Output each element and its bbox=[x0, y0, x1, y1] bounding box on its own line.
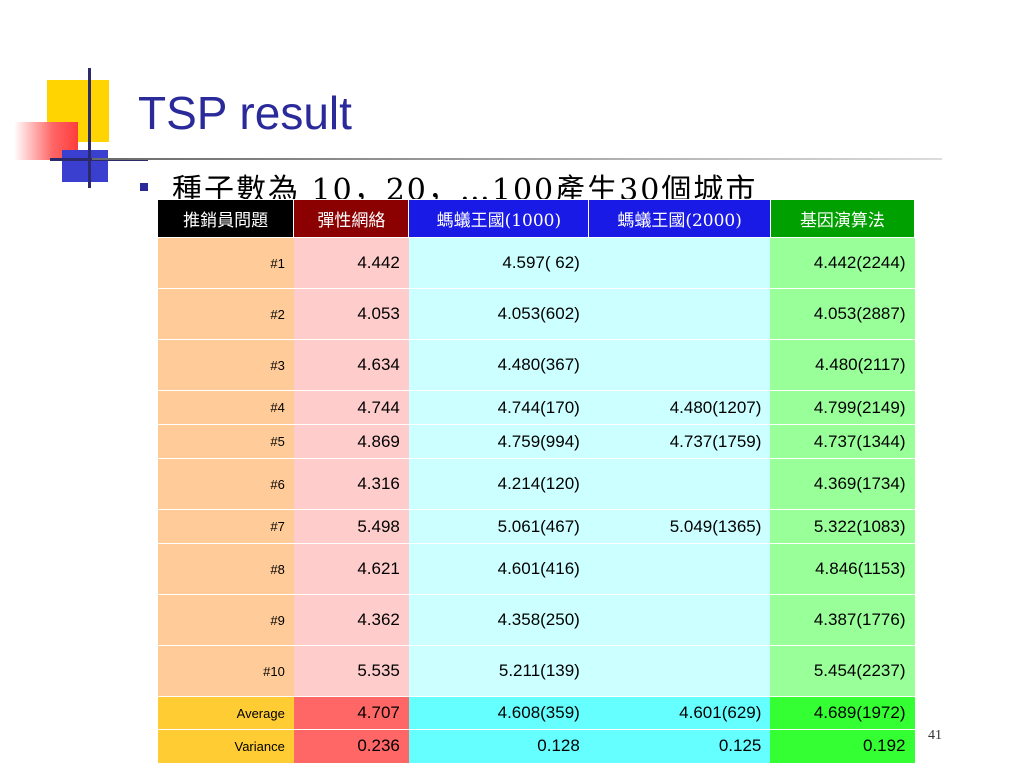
header-elastic-net: 彈性網絡 bbox=[293, 199, 410, 238]
elastic-net-value: 4.869 bbox=[293, 424, 409, 459]
page-number: 41 bbox=[928, 728, 942, 743]
table-header-row: 推銷員問題 彈性網絡 螞蟻王國(1000) 螞蟻王國(2000) 基因演算法 bbox=[156, 199, 916, 238]
ga-value: 4.369(1734) bbox=[770, 458, 915, 510]
ga-value: 4.442(2244) bbox=[770, 237, 915, 289]
row-label: #10 bbox=[157, 645, 294, 697]
table-row: #10 5.535 5.211(139) 5.454(2237) bbox=[157, 645, 915, 697]
elastic-net-value: 4.316 bbox=[293, 458, 409, 510]
table-body: #1 4.442 4.597( 62) 4.442(2244) #2 4.053 4.053… bbox=[157, 237, 915, 763]
elastic-net-value: 4.707 bbox=[293, 696, 409, 730]
table-row: #7 5.498 5.061(467) 5.049(1365) 5.322(1083) bbox=[157, 509, 915, 544]
aco-2000-value bbox=[588, 458, 771, 510]
aco-2000-value bbox=[588, 594, 771, 646]
row-label: #8 bbox=[157, 543, 294, 595]
header-genetic-algorithm: 基因演算法 bbox=[769, 199, 916, 238]
table-row: #5 4.869 4.759(994) 4.737(1759) 4.737(1344) bbox=[157, 424, 915, 459]
row-label: #7 bbox=[157, 509, 294, 544]
results-table: 推銷員問題 彈性網絡 螞蟻王國(1000) 螞蟻王國(2000) 基因演算法 #… bbox=[156, 199, 916, 763]
elastic-net-value: 4.362 bbox=[293, 594, 409, 646]
aco-1000-value: 4.608(359) bbox=[408, 696, 589, 730]
elastic-net-value: 4.621 bbox=[293, 543, 409, 595]
ga-value: 4.846(1153) bbox=[770, 543, 915, 595]
aco-1000-value: 4.358(250) bbox=[408, 594, 589, 646]
row-label: #6 bbox=[157, 458, 294, 510]
decorative-vertical-line bbox=[88, 68, 91, 188]
elastic-net-value: 5.498 bbox=[293, 509, 409, 544]
row-label: #4 bbox=[157, 390, 294, 425]
elastic-net-value: 5.535 bbox=[293, 645, 409, 697]
row-label: Average bbox=[157, 696, 294, 730]
aco-1000-value: 4.480(367) bbox=[408, 339, 589, 391]
slide-title: TSP result bbox=[138, 87, 352, 139]
header-aco-2000: 螞蟻王國(2000) bbox=[588, 199, 771, 238]
summary-row: Variance 0.236 0.128 0.125 0.192 bbox=[157, 729, 915, 763]
row-label: #2 bbox=[157, 288, 294, 340]
aco-2000-value: 4.601(629) bbox=[588, 696, 771, 730]
ga-value: 4.053(2887) bbox=[770, 288, 915, 340]
row-label: Variance bbox=[157, 729, 294, 763]
ga-value: 4.737(1344) bbox=[770, 424, 915, 459]
row-label: #5 bbox=[157, 424, 294, 459]
elastic-net-value: 4.053 bbox=[293, 288, 409, 340]
aco-1000-value: 4.601(416) bbox=[408, 543, 589, 595]
elastic-net-value: 0.236 bbox=[293, 729, 409, 763]
aco-2000-value bbox=[588, 237, 771, 289]
table-row: #9 4.362 4.358(250) 4.387(1776) bbox=[157, 594, 915, 646]
row-label: #1 bbox=[157, 237, 294, 289]
aco-1000-value: 4.214(120) bbox=[408, 458, 589, 510]
aco-2000-value: 4.737(1759) bbox=[588, 424, 771, 459]
ga-value: 4.689(1972) bbox=[770, 696, 915, 730]
aco-1000-value: 5.211(139) bbox=[408, 645, 589, 697]
aco-2000-value bbox=[588, 288, 771, 340]
aco-1000-value: 4.759(994) bbox=[408, 424, 589, 459]
aco-2000-value: 4.480(1207) bbox=[588, 390, 771, 425]
decorative-blue-square bbox=[62, 150, 108, 182]
row-label: #9 bbox=[157, 594, 294, 646]
aco-2000-value: 5.049(1365) bbox=[588, 509, 771, 544]
aco-1000-value: 4.053(602) bbox=[408, 288, 589, 340]
table-row: #4 4.744 4.744(170) 4.480(1207) 4.799(2149) bbox=[157, 390, 915, 425]
title-divider bbox=[92, 158, 942, 160]
header-problem: 推銷員問題 bbox=[156, 199, 295, 238]
row-label: #3 bbox=[157, 339, 294, 391]
summary-row: Average 4.707 4.608(359) 4.601(629) 4.689(19… bbox=[157, 696, 915, 730]
table-row: #2 4.053 4.053(602) 4.053(2887) bbox=[157, 288, 915, 340]
table-row: #8 4.621 4.601(416) 4.846(1153) bbox=[157, 543, 915, 595]
table-row: #1 4.442 4.597( 62) 4.442(2244) bbox=[157, 237, 915, 289]
aco-1000-value: 0.128 bbox=[408, 729, 589, 763]
elastic-net-value: 4.634 bbox=[293, 339, 409, 391]
elastic-net-value: 4.442 bbox=[293, 237, 409, 289]
header-aco-1000: 螞蟻王國(1000) bbox=[408, 199, 590, 238]
table-row: #3 4.634 4.480(367) 4.480(2117) bbox=[157, 339, 915, 391]
ga-value: 4.480(2117) bbox=[770, 339, 915, 391]
ga-value: 4.387(1776) bbox=[770, 594, 915, 646]
ga-value: 4.799(2149) bbox=[770, 390, 915, 425]
aco-2000-value bbox=[588, 645, 771, 697]
aco-1000-value: 5.061(467) bbox=[408, 509, 589, 544]
ga-value: 0.192 bbox=[770, 729, 915, 763]
ga-value: 5.454(2237) bbox=[770, 645, 915, 697]
aco-1000-value: 4.744(170) bbox=[408, 390, 589, 425]
aco-1000-value: 4.597( 62) bbox=[408, 237, 589, 289]
aco-2000-value: 0.125 bbox=[588, 729, 771, 763]
ga-value: 5.322(1083) bbox=[770, 509, 915, 544]
table-row: #6 4.316 4.214(120) 4.369(1734) bbox=[157, 458, 915, 510]
elastic-net-value: 4.744 bbox=[293, 390, 409, 425]
aco-2000-value bbox=[588, 543, 771, 595]
bullet-square-icon bbox=[140, 183, 148, 191]
aco-2000-value bbox=[588, 339, 771, 391]
